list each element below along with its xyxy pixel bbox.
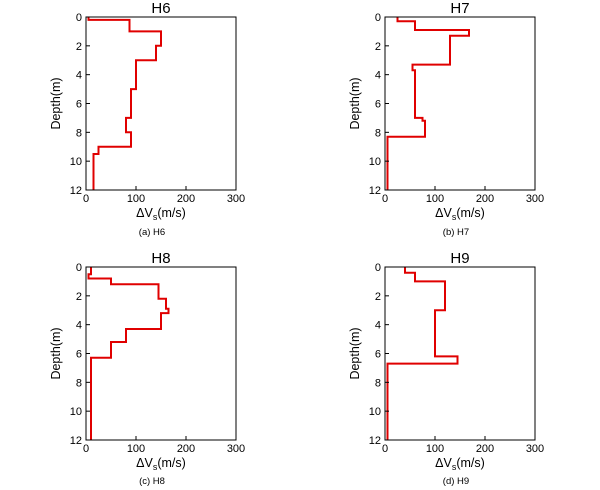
- y-axis-label: Depth(m): [49, 77, 63, 129]
- y-tick-label: 0: [375, 262, 381, 274]
- y-tick-label: 12: [369, 435, 381, 447]
- y-tick-label: 10: [369, 156, 381, 168]
- y-tick-label: 10: [70, 156, 82, 168]
- x-tick-label: 100: [127, 193, 145, 205]
- profile-line: [87, 17, 162, 190]
- y-tick-label: 0: [375, 12, 381, 24]
- x-axis-label-delta: ΔV: [435, 206, 452, 220]
- x-tick-label: 0: [83, 443, 89, 455]
- x-tick-label: 200: [476, 193, 494, 205]
- plot-title: H9: [450, 250, 469, 267]
- y-tick-label: 0: [76, 12, 82, 24]
- profile-line: [87, 267, 170, 440]
- panel-caption: (d) H9: [443, 476, 469, 487]
- x-axis-label-subscript: s: [452, 462, 457, 472]
- plot-frame: [85, 266, 237, 441]
- y-tick-label: 6: [76, 99, 82, 111]
- y-axis-label: Depth(m): [348, 327, 362, 379]
- y-tick-label: 4: [76, 320, 82, 332]
- x-tick-label: 0: [382, 443, 388, 455]
- plot-frame: [384, 266, 536, 441]
- plot-title: H8: [151, 250, 170, 267]
- y-tick-label: 12: [369, 185, 381, 197]
- x-tick-label: 100: [127, 443, 145, 455]
- x-axis-label-unit: (m/s): [157, 456, 185, 470]
- x-tick-label: 200: [177, 193, 195, 205]
- y-tick-label: 2: [375, 41, 381, 53]
- x-tick-label: 100: [426, 193, 444, 205]
- x-axis-label: ΔVs(m/s): [136, 456, 186, 472]
- x-tick-label: 300: [526, 443, 544, 455]
- x-axis-label-delta: ΔV: [136, 206, 153, 220]
- panel-caption: (b) H7: [443, 227, 469, 238]
- x-axis-label-unit: (m/s): [456, 206, 484, 220]
- x-tick-label: 300: [227, 193, 245, 205]
- x-tick-label: 200: [476, 443, 494, 455]
- x-axis-label-delta: ΔV: [435, 456, 452, 470]
- y-axis-label: Depth(m): [348, 77, 362, 129]
- y-tick-label: 6: [375, 349, 381, 361]
- y-tick-label: 8: [76, 377, 82, 389]
- y-tick-label: 8: [375, 377, 381, 389]
- x-axis-label-subscript: s: [452, 212, 457, 222]
- plot-title: H7: [450, 0, 469, 17]
- y-tick-label: 0: [76, 262, 82, 274]
- y-tick-label: 10: [70, 406, 82, 418]
- x-axis-label-unit: (m/s): [157, 206, 185, 220]
- x-axis-label-subscript: s: [153, 212, 158, 222]
- x-axis-label-delta: ΔV: [136, 456, 153, 470]
- y-tick-label: 12: [70, 435, 82, 447]
- panel-caption: (a) H6: [139, 227, 165, 238]
- x-tick-label: 300: [227, 443, 245, 455]
- y-tick-label: 6: [76, 349, 82, 361]
- y-tick-label: 8: [375, 127, 381, 139]
- panel-caption: (c) H8: [139, 476, 165, 487]
- y-tick-label: 2: [76, 291, 82, 303]
- y-tick-label: 8: [76, 127, 82, 139]
- profile-line: [386, 17, 470, 190]
- y-tick-label: 10: [369, 406, 381, 418]
- profile-line: [386, 267, 459, 440]
- x-tick-label: 300: [526, 193, 544, 205]
- x-axis-label: ΔVs(m/s): [435, 206, 485, 222]
- plot-frame: [384, 16, 536, 191]
- x-axis-label-unit: (m/s): [456, 456, 484, 470]
- x-tick-label: 0: [382, 193, 388, 205]
- x-tick-label: 0: [83, 193, 89, 205]
- y-tick-label: 4: [76, 70, 82, 82]
- x-axis-label: ΔVs(m/s): [435, 456, 485, 472]
- x-axis-label: ΔVs(m/s): [136, 206, 186, 222]
- x-tick-label: 200: [177, 443, 195, 455]
- x-axis-label-subscript: s: [153, 462, 158, 472]
- x-tick-label: 100: [426, 443, 444, 455]
- y-tick-label: 12: [70, 185, 82, 197]
- y-tick-label: 4: [375, 70, 381, 82]
- plot-title: H6: [151, 0, 170, 17]
- y-tick-label: 6: [375, 99, 381, 111]
- y-tick-label: 4: [375, 320, 381, 332]
- y-axis-label: Depth(m): [49, 327, 63, 379]
- y-tick-label: 2: [76, 41, 82, 53]
- y-tick-label: 2: [375, 291, 381, 303]
